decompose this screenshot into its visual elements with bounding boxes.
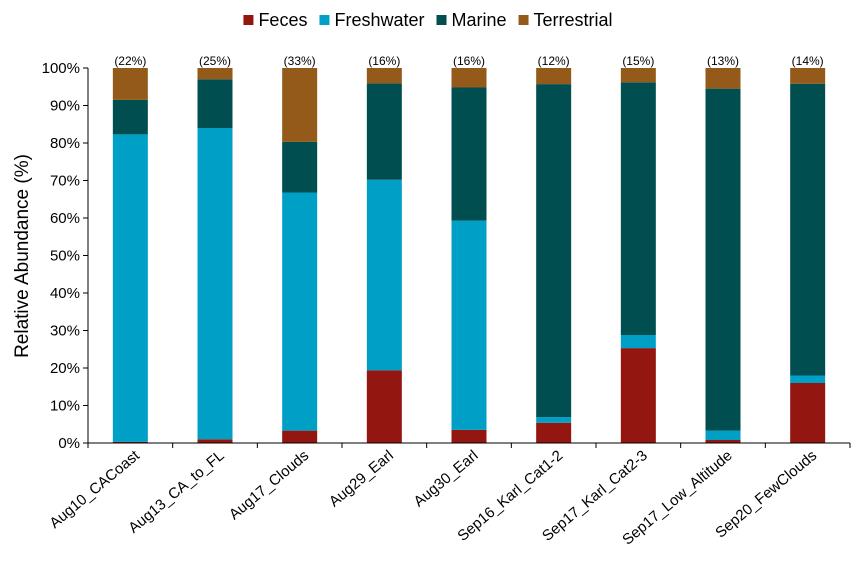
bar-segment-marine — [451, 87, 487, 221]
bar-annotation: (12%) — [538, 54, 570, 68]
y-tick-label: 90% — [50, 98, 80, 115]
bar-annotation: (22%) — [114, 54, 146, 68]
y-axis-label: Relative Abundance (%) — [12, 154, 33, 358]
y-tick-label: 0% — [58, 435, 80, 452]
bar-segment-freshwater — [366, 179, 402, 371]
y-axis: 0% 10% 20% 30% 40% 50% 60% 70% 80% 90% 100% — [42, 60, 89, 452]
legend: Feces Freshwater Marine Terrestrial — [243, 10, 613, 30]
bar-segment-feces — [705, 440, 741, 443]
bar-segment-feces — [620, 348, 656, 443]
x-tick-label: Aug10_CACoast — [46, 447, 143, 532]
y-tick-label: 80% — [50, 135, 80, 152]
bar-segment-terrestrial — [112, 68, 148, 100]
bar-segment-feces — [112, 441, 148, 443]
bar-segment-feces — [197, 439, 233, 443]
bar-segment-freshwater — [112, 134, 148, 442]
y-tick-label: 30% — [50, 323, 80, 340]
bar-segment-marine — [536, 84, 572, 418]
bar-annotation: (16%) — [453, 54, 485, 68]
bar-segment-terrestrial — [790, 68, 826, 84]
bar-segment-terrestrial — [366, 68, 402, 84]
bar-annotation: (16%) — [368, 54, 400, 68]
bar-annotation: (13%) — [707, 54, 739, 68]
bar-annotation: (14%) — [792, 54, 824, 68]
bar-segment-freshwater — [705, 430, 741, 440]
bar-segment-marine — [197, 79, 233, 128]
bar-segment-terrestrial — [451, 68, 487, 88]
x-tick-label: Aug30_Earl — [411, 447, 482, 510]
x-tick-label: Aug29_Earl — [326, 447, 397, 510]
bar-segment-freshwater — [536, 417, 572, 423]
y-tick-label: 40% — [50, 285, 80, 302]
x-tick-label: Aug17_Clouds — [226, 447, 312, 523]
bar-segment-feces — [536, 422, 572, 443]
legend-swatch-feces — [243, 15, 254, 25]
bar-segment-marine — [620, 82, 656, 335]
bar-segment-terrestrial — [705, 68, 741, 89]
legend-swatch-terrestrial — [518, 15, 529, 25]
legend-label: Marine — [452, 10, 507, 30]
y-tick-label: 100% — [42, 60, 80, 77]
bar-segment-marine — [282, 141, 318, 193]
bar-annotation: (33%) — [284, 54, 316, 68]
bar-segment-freshwater — [451, 220, 487, 430]
bar-annotations: (22%) (25%) (33%) (16%) (16%) (12%) (15%) (13%)… — [114, 54, 823, 68]
bar-segment-freshwater — [790, 375, 826, 383]
bar-segment-marine — [366, 83, 402, 180]
y-tick-label: 50% — [50, 248, 80, 265]
legend-label: Feces — [258, 10, 307, 30]
bar-segment-terrestrial — [536, 68, 572, 85]
bar-annotation: (15%) — [622, 54, 654, 68]
bar-segment-marine — [790, 83, 826, 376]
legend-swatch-freshwater — [319, 15, 330, 25]
bar-segment-terrestrial — [620, 68, 656, 83]
bar-segment-feces — [366, 370, 402, 443]
y-tick-label: 70% — [50, 173, 80, 190]
y-tick-label: 20% — [50, 360, 80, 377]
bar-segment-feces — [451, 429, 487, 443]
bar-segment-freshwater — [620, 335, 656, 349]
bar-annotation: (25%) — [199, 54, 231, 68]
bar-segment-feces — [282, 430, 318, 443]
y-tick-label: 60% — [50, 210, 80, 227]
bar-segment-freshwater — [197, 128, 233, 440]
bar-segment-terrestrial — [197, 68, 233, 80]
bar-segment-marine — [112, 99, 148, 135]
bar-segment-freshwater — [282, 192, 318, 431]
bar-segment-marine — [705, 88, 741, 431]
legend-label: Terrestrial — [534, 10, 613, 30]
legend-label: Freshwater — [334, 10, 424, 30]
bar-segment-feces — [790, 383, 826, 443]
legend-swatch-marine — [436, 15, 447, 25]
bars — [112, 68, 826, 443]
y-tick-label: 10% — [50, 398, 80, 415]
bar-segment-terrestrial — [282, 68, 318, 142]
